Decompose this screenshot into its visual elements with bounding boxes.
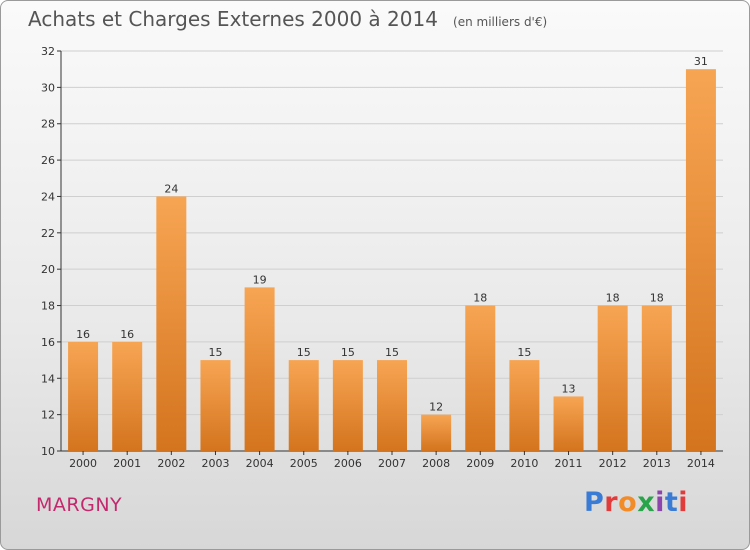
brand-letter: x	[637, 487, 656, 518]
y-tick-label: 30	[41, 81, 55, 94]
data-label: 31	[694, 55, 708, 68]
bar-2004	[244, 287, 275, 451]
x-tick-label: 2009	[466, 457, 494, 470]
x-tick-label: 2004	[246, 457, 274, 470]
bar-2006	[332, 360, 363, 451]
x-tick-label: 2013	[643, 457, 671, 470]
x-tick-label: 2003	[201, 457, 229, 470]
bar-2002	[156, 196, 187, 451]
y-tick-label: 32	[41, 45, 55, 58]
place-name: MARGNY	[36, 494, 123, 516]
brand-letter: r	[604, 487, 619, 518]
bar-2012	[597, 305, 628, 451]
y-tick-label: 10	[41, 445, 55, 458]
data-label: 15	[297, 346, 311, 359]
brand-letter: i	[678, 487, 689, 518]
y-tick-label: 16	[41, 336, 55, 349]
data-label: 13	[562, 382, 576, 395]
data-label: 19	[253, 273, 267, 286]
title-row: Achats et Charges Externes 2000 à 2014 (…	[28, 7, 547, 31]
brand-letter: t	[664, 487, 679, 518]
brand-letter: i	[655, 487, 665, 518]
x-tick-label: 2006	[334, 457, 362, 470]
data-label: 16	[120, 328, 134, 341]
data-label: 12	[429, 401, 443, 414]
bars	[68, 69, 716, 451]
x-tick-label: 2007	[378, 457, 406, 470]
bar-2009	[465, 305, 496, 451]
chart-subtitle: (en milliers d'€)	[453, 15, 548, 29]
data-label: 15	[517, 346, 531, 359]
y-tick-label: 26	[41, 154, 55, 167]
bar-2007	[377, 360, 407, 451]
chart-title: Achats et Charges Externes 2000 à 2014	[28, 7, 438, 31]
data-label: 15	[208, 346, 222, 359]
brand-logo: Proxiti	[584, 487, 688, 518]
x-tick-label: 2002	[157, 457, 185, 470]
y-tick-label: 24	[41, 190, 55, 203]
bar-2011	[553, 396, 584, 451]
data-label: 18	[606, 292, 620, 305]
y-tick-label: 20	[41, 263, 55, 276]
x-tick-label: 2000	[69, 457, 97, 470]
bar-2014	[685, 69, 716, 451]
x-tick-label: 2001	[113, 457, 141, 470]
data-label: 24	[164, 182, 178, 195]
data-label: 15	[385, 346, 399, 359]
brand-letter: P	[584, 487, 605, 518]
data-label: 18	[650, 292, 664, 305]
x-tick-label: 2008	[422, 457, 450, 470]
bar-2000	[68, 341, 99, 451]
data-label: 16	[76, 328, 90, 341]
bar-2003	[200, 360, 231, 451]
x-tick-label: 2005	[290, 457, 318, 470]
x-tick-label: 2014	[687, 457, 715, 470]
x-tick-label: 2011	[555, 457, 583, 470]
bar-2001	[112, 341, 143, 451]
data-label: 18	[473, 292, 487, 305]
brand-letter: o	[618, 487, 638, 518]
y-tick-label: 22	[41, 227, 55, 240]
bar-2008	[421, 414, 452, 451]
data-label: 15	[341, 346, 355, 359]
bar-2010	[509, 360, 540, 451]
labels: 10 12 14 16 18 20 22 24 26 28 30 32 2000 16 2001 16 2002…	[41, 45, 715, 470]
y-tick-label: 14	[41, 372, 55, 385]
bar-2013	[641, 305, 672, 451]
bar-2005	[288, 360, 319, 451]
y-tick-label: 28	[41, 118, 55, 131]
y-tick-label: 18	[41, 300, 55, 313]
x-tick-label: 2010	[510, 457, 538, 470]
y-tick-label: 12	[41, 409, 55, 422]
x-tick-label: 2012	[599, 457, 627, 470]
